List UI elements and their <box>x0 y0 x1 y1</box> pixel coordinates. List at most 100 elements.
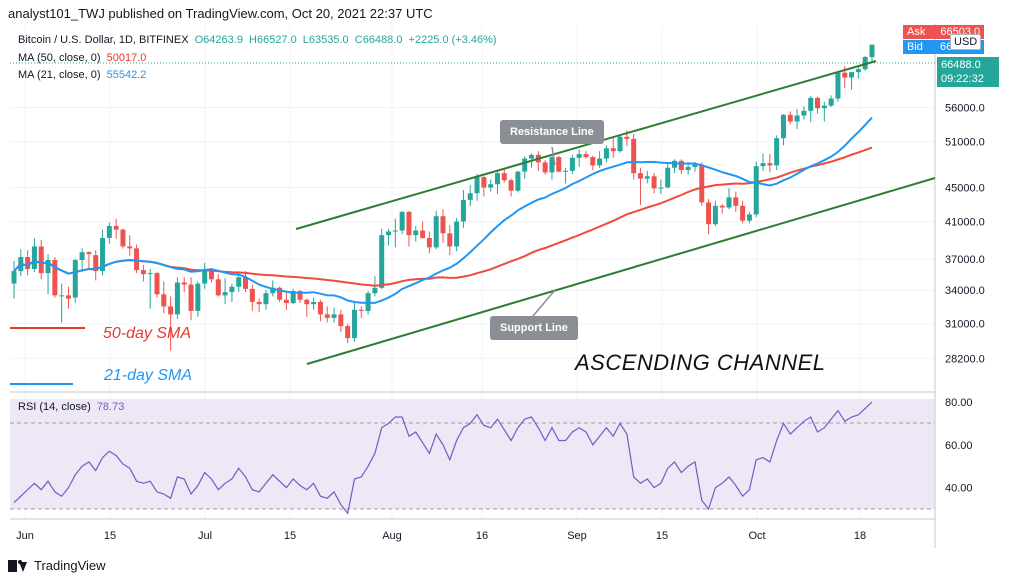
candle-body[interactable] <box>460 199 466 222</box>
candle-body[interactable] <box>494 173 500 185</box>
candle-body[interactable] <box>392 230 398 232</box>
candle-body[interactable] <box>413 230 419 236</box>
support-trendline[interactable] <box>306 177 936 365</box>
candle-body[interactable] <box>774 138 780 166</box>
candle-body[interactable] <box>297 291 303 300</box>
candle-body[interactable] <box>93 255 99 272</box>
candle-body[interactable] <box>563 170 569 172</box>
candle-body[interactable] <box>644 176 650 179</box>
candle-body[interactable] <box>134 248 140 271</box>
candle-body[interactable] <box>249 288 255 302</box>
candle-body[interactable] <box>542 162 548 173</box>
candle-body[interactable] <box>317 301 323 315</box>
candle-body[interactable] <box>263 293 269 305</box>
candle-body[interactable] <box>38 246 44 274</box>
candle-body[interactable] <box>229 286 235 293</box>
candle-body[interactable] <box>637 173 643 179</box>
candle-body[interactable] <box>740 205 746 221</box>
candle-body[interactable] <box>849 72 855 78</box>
candle-body[interactable] <box>113 226 119 230</box>
candle-body[interactable] <box>181 282 187 285</box>
candle-body[interactable] <box>746 214 752 221</box>
candle-body[interactable] <box>345 326 351 339</box>
footer-brand[interactable]: TradingView <box>8 558 106 573</box>
candle-body[interactable] <box>474 177 480 194</box>
candle-body[interactable] <box>433 216 439 248</box>
candle-body[interactable] <box>624 136 630 139</box>
candle-body[interactable] <box>815 97 821 109</box>
candle-body[interactable] <box>467 193 473 200</box>
candle-body[interactable] <box>658 187 664 189</box>
candle-body[interactable] <box>304 299 310 305</box>
candle-body[interactable] <box>603 148 609 159</box>
candle-body[interactable] <box>174 282 180 315</box>
candle-body[interactable] <box>712 205 718 225</box>
candle-body[interactable] <box>651 176 657 189</box>
candle-body[interactable] <box>399 211 405 231</box>
candle-body[interactable] <box>706 202 712 225</box>
candle-body[interactable] <box>590 157 596 166</box>
candle-body[interactable] <box>501 173 507 181</box>
candle-body[interactable] <box>726 197 732 208</box>
candle-body[interactable] <box>147 273 153 275</box>
candle-body[interactable] <box>699 164 705 203</box>
candle-body[interactable] <box>529 154 535 159</box>
candle-body[interactable] <box>72 260 78 298</box>
candle-body[interactable] <box>351 309 357 339</box>
candle-body[interactable] <box>610 148 616 152</box>
candle-body[interactable] <box>406 211 412 236</box>
candle-body[interactable] <box>842 72 848 78</box>
candle-body[interactable] <box>835 72 841 99</box>
candle-body[interactable] <box>869 44 875 58</box>
candle-body[interactable] <box>290 291 296 304</box>
candle-body[interactable] <box>801 110 807 116</box>
candle-body[interactable] <box>386 231 392 236</box>
candle-body[interactable] <box>277 287 283 300</box>
candle-body[interactable] <box>127 246 133 249</box>
candle-body[interactable] <box>120 229 126 247</box>
candle-body[interactable] <box>154 273 160 295</box>
candle-body[interactable] <box>236 277 242 287</box>
candle-body[interactable] <box>549 157 555 173</box>
resistance-trendline[interactable] <box>295 60 877 230</box>
candle-body[interactable] <box>692 164 698 167</box>
candle-body[interactable] <box>426 237 432 248</box>
candle-body[interactable] <box>243 277 249 289</box>
candle-body[interactable] <box>569 157 575 171</box>
candle-body[interactable] <box>828 98 834 106</box>
candle-body[interactable] <box>140 270 146 275</box>
candle-body[interactable] <box>100 237 106 272</box>
candle-body[interactable] <box>420 230 426 238</box>
candle-body[interactable] <box>808 97 814 111</box>
candle-body[interactable] <box>767 163 773 166</box>
candle-body[interactable] <box>161 294 167 307</box>
candle-body[interactable] <box>52 260 58 296</box>
candle-body[interactable] <box>454 221 460 247</box>
candle-body[interactable] <box>86 252 92 255</box>
candle-body[interactable] <box>379 235 385 288</box>
candle-body[interactable] <box>685 166 691 171</box>
candle-body[interactable] <box>719 205 725 208</box>
candle-body[interactable] <box>358 309 364 311</box>
candle-body[interactable] <box>522 158 528 172</box>
candle-body[interactable] <box>576 154 582 158</box>
candle-body[interactable] <box>188 284 194 311</box>
candle-body[interactable] <box>222 292 228 296</box>
candle-body[interactable] <box>79 252 85 261</box>
candle-body[interactable] <box>733 197 739 206</box>
currency-selector[interactable]: USD <box>950 34 982 50</box>
candle-body[interactable] <box>59 295 65 297</box>
candle-body[interactable] <box>25 257 31 270</box>
candle-body[interactable] <box>556 157 562 172</box>
candle-body[interactable] <box>208 270 214 280</box>
candle-body[interactable] <box>202 270 208 284</box>
candle-body[interactable] <box>678 160 684 171</box>
candle-body[interactable] <box>508 180 514 191</box>
candle-body[interactable] <box>338 314 344 327</box>
candle-body[interactable] <box>324 314 330 318</box>
candle-body[interactable] <box>631 138 637 174</box>
candle-body[interactable] <box>665 167 671 188</box>
candle-body[interactable] <box>283 299 289 304</box>
candle-body[interactable] <box>440 216 446 234</box>
candle-body[interactable] <box>597 158 603 166</box>
